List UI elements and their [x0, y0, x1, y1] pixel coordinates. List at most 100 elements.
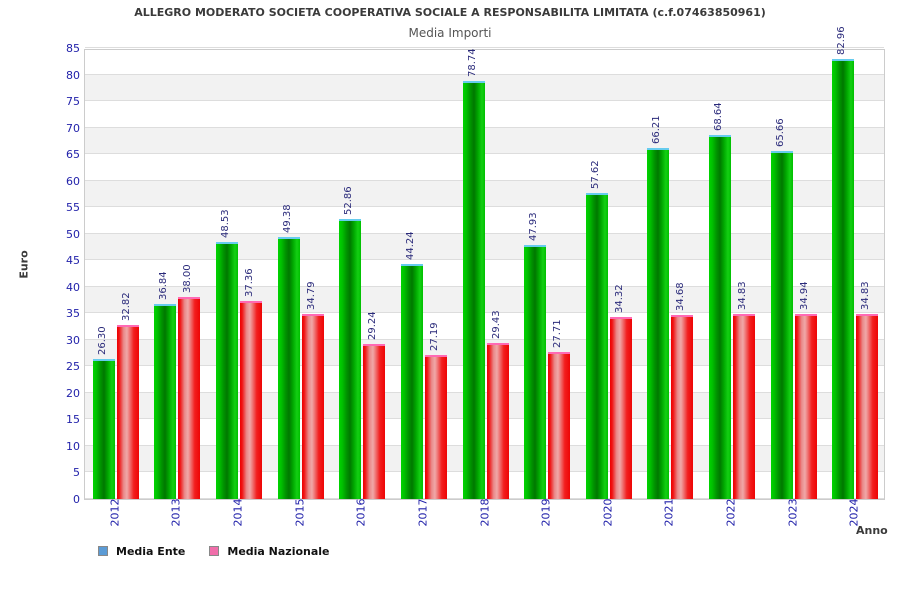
gridline: [85, 312, 884, 314]
y-axis-tick-label: 5: [73, 466, 80, 480]
gridline: [85, 338, 884, 340]
legend-item[interactable]: Media Ente: [98, 545, 185, 558]
bar-value-label: 37.36: [244, 268, 256, 297]
y-axis-tick-label: 35: [66, 307, 80, 321]
y-axis-ticks: 0 5 10 15 20 25 30 35 40 45 50 55 60 65 70 75 80 85: [36, 43, 80, 505]
x-axis-tick-label: 2015: [293, 498, 307, 527]
bar-media-ente[interactable]: [647, 147, 670, 499]
gridline: [85, 285, 884, 287]
y-axis-tick-label: 0: [73, 493, 80, 506]
bar-media-nazionale[interactable]: [671, 315, 694, 499]
legend-swatch-icon: [98, 546, 108, 556]
y-axis-tick-label: 10: [66, 439, 80, 453]
bar-media-ente[interactable]: [524, 244, 547, 499]
bar-value-label: 38.00: [182, 264, 194, 294]
legend-label: Media Ente: [116, 544, 186, 558]
bar-value-label: 44.24: [404, 231, 416, 261]
y-axis-tick-label: 25: [66, 360, 80, 374]
bar-value-label: 32.82: [120, 292, 132, 321]
gridline: [85, 179, 884, 181]
bar-media-nazionale[interactable]: [548, 351, 571, 499]
bar-media-ente[interactable]: [585, 193, 608, 499]
y-axis-tick-label: 65: [66, 148, 80, 162]
bar-value-label: 34.68: [675, 282, 687, 311]
chart-subtitle: Media Importi: [408, 26, 492, 40]
bar-value-label: 29.24: [367, 311, 379, 340]
bar-media-ente[interactable]: [708, 134, 731, 499]
legend-item[interactable]: Media Nazionale: [209, 545, 330, 558]
bar-media-nazionale[interactable]: [486, 342, 509, 499]
bar-value-label: 27.19: [428, 322, 440, 351]
gridline: [85, 47, 884, 48]
gridline: [85, 206, 884, 208]
bar-media-ente[interactable]: [277, 237, 300, 499]
y-axis-tick-label: 40: [66, 280, 80, 294]
bar-media-ente[interactable]: [216, 241, 239, 499]
bar-value-label: 82.96: [836, 26, 848, 55]
bar-value-label: 48.53: [220, 208, 232, 238]
bar-value-label: 36.84: [158, 270, 170, 300]
bar-value-label: 27.71: [552, 319, 564, 348]
bar-media-ente[interactable]: [339, 218, 362, 499]
bar-media-ente[interactable]: [154, 303, 177, 499]
y-axis-tick-label: 60: [66, 174, 80, 188]
plot-band: [85, 233, 884, 261]
bar-media-nazionale[interactable]: [609, 316, 632, 499]
bar-media-nazionale[interactable]: [856, 314, 879, 499]
bar-media-ente[interactable]: [832, 58, 855, 499]
legend-swatch-icon: [209, 546, 220, 556]
bar-value-label: 26.30: [96, 326, 108, 356]
bar-media-nazionale[interactable]: [301, 314, 324, 499]
y-axis-tick-label: 80: [66, 68, 80, 82]
bar-media-ente[interactable]: [462, 81, 485, 499]
bar-value-label: 57.62: [589, 160, 601, 190]
chart-legend: Media Ente Media Nazionale: [98, 542, 354, 560]
gridline: [85, 418, 884, 420]
y-axis-tick-label: 75: [66, 95, 80, 109]
y-axis-tick-label: 55: [66, 201, 80, 215]
bar-value-label: 78.74: [466, 48, 478, 78]
gridline: [85, 471, 884, 473]
bar-value-label: 34.83: [860, 281, 872, 311]
x-axis-tick-label: 2019: [539, 498, 553, 527]
x-axis-tick-label: 2021: [662, 498, 676, 527]
bar-value-label: 49.38: [281, 204, 293, 233]
plot-band: [85, 74, 884, 102]
bar-value-label: 65.66: [774, 117, 786, 147]
bar-media-nazionale[interactable]: [424, 354, 447, 499]
bar-value-label: 34.83: [736, 281, 748, 311]
x-axis-tick-label: 2018: [478, 498, 491, 527]
plot-band: [85, 339, 884, 367]
bar-value-label: 68.64: [712, 102, 724, 131]
bar-media-nazionale[interactable]: [363, 343, 386, 499]
gridline: [85, 126, 884, 128]
bar-media-ente[interactable]: [770, 150, 793, 499]
x-axis-tick-label: 2016: [354, 498, 368, 527]
bar-media-nazionale[interactable]: [178, 297, 201, 499]
x-axis-tick-label: 2014: [231, 498, 245, 527]
bar-media-nazionale[interactable]: [116, 324, 139, 499]
bar-media-nazionale[interactable]: [240, 300, 263, 499]
bar-media-ente[interactable]: [400, 264, 423, 499]
bar-value-label: 52.86: [343, 185, 355, 215]
x-axis-tick-label: 2023: [786, 498, 800, 527]
gridline: [85, 73, 884, 75]
chart-title: ALLEGRO MODERATO SOCIETA COOPERATIVA SOC…: [134, 6, 766, 19]
y-axis-tick-label: 70: [66, 121, 80, 135]
y-axis-tick-label: 30: [66, 333, 80, 347]
x-axis-tick-label: 2013: [169, 498, 183, 527]
gridline: [85, 259, 884, 261]
bar-media-ente[interactable]: [92, 359, 115, 499]
gridline: [85, 444, 884, 446]
plot-band: [85, 445, 884, 473]
gridline: [85, 365, 884, 367]
plot-band: [85, 392, 884, 420]
gridline: [85, 391, 884, 393]
bar-media-nazionale[interactable]: [794, 313, 817, 499]
gridline: [85, 232, 884, 234]
gridline: [85, 498, 884, 499]
x-axis-tick-label: 2017: [416, 498, 430, 527]
y-axis-tick-label: 20: [66, 386, 80, 400]
bar-media-nazionale[interactable]: [732, 314, 755, 499]
